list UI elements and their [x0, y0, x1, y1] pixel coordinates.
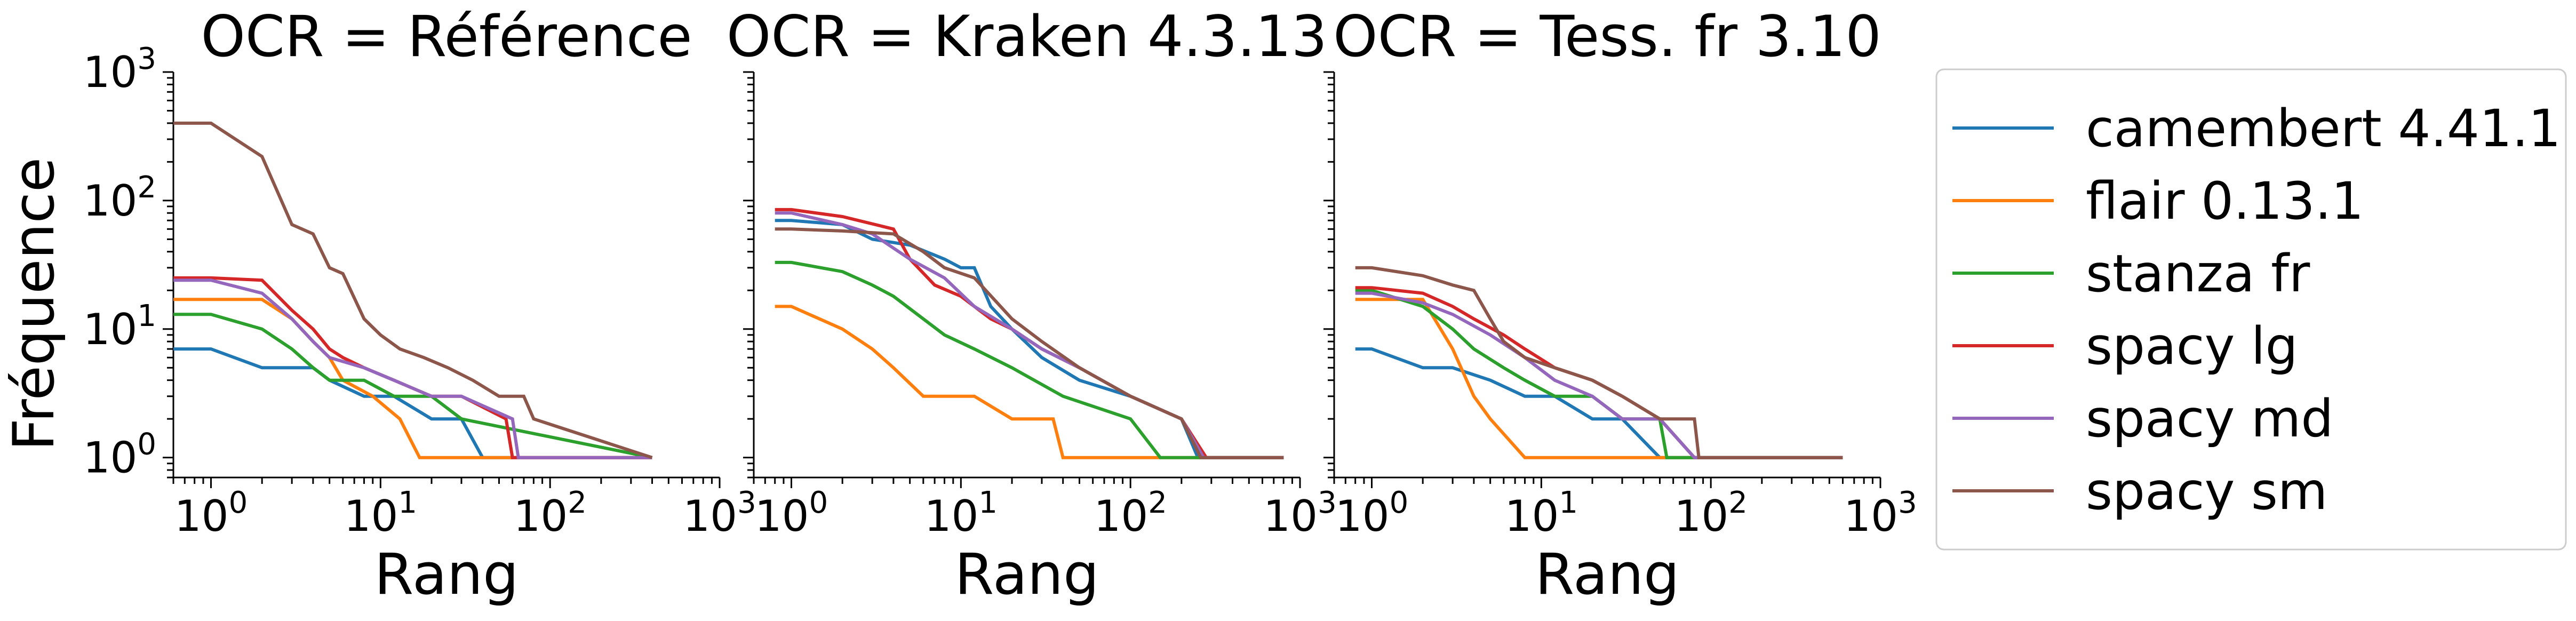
- y-tick-label: 103: [83, 42, 156, 97]
- panel-tesseract-xlabel: Rang: [1535, 542, 1680, 607]
- x-tick-label: 103: [1844, 485, 1917, 541]
- series-line-spacy-sm: [1355, 266, 1843, 459]
- legend-label-camembert-4-41-1: camembert 4.41.1: [2086, 99, 2561, 158]
- y-axis-label: Fréquence: [1, 157, 67, 451]
- panel-kraken-title: OCR = Kraken 4.3.13: [727, 4, 1327, 69]
- legend-label-spacy-sm: spacy sm: [2086, 461, 2327, 521]
- legend-label-spacy-md: spacy md: [2086, 389, 2333, 449]
- series-line-spacy-md: [1355, 291, 1843, 459]
- plot-area-1: 100 101 102 103: [743, 71, 1337, 541]
- series-line-spacy-md: [173, 278, 652, 459]
- panel-reference: OCR = Référence Rang: [201, 4, 692, 607]
- panel-tesseract: OCR = Tess. fr 3.10 Rang: [1333, 4, 1881, 607]
- y-tick-label: 102: [83, 170, 156, 226]
- legend-label-spacy-lg: spacy lg: [2086, 316, 2298, 376]
- x-tick-label: 101: [1505, 485, 1578, 541]
- x-tick-label: 102: [1094, 485, 1167, 541]
- y-tick-label: 100: [83, 427, 156, 483]
- series-line-stanza-fr: [173, 313, 653, 459]
- plot-area-0: 100 101 102 103 100 101 102 103: [83, 42, 756, 541]
- series-line-camembert-4-41-1: [173, 347, 652, 459]
- legend-items: camembert 4.41.1 flair 0.13.1 stanza fr spa…: [1952, 99, 2561, 521]
- x-tick-label: 102: [513, 485, 586, 541]
- series-line-flair-0-13-1: [775, 305, 1284, 459]
- legend-label-stanza-fr: stanza fr: [2086, 244, 2310, 304]
- x-tick-label: 100: [1335, 485, 1408, 541]
- series-line-camembert-4-41-1: [1355, 347, 1843, 459]
- legend-label-flair-0-13-1: flair 0.13.1: [2086, 171, 2364, 231]
- series-line-stanza-fr: [775, 260, 1284, 459]
- x-tick-label: 103: [1263, 485, 1336, 541]
- series-line-spacy-lg: [173, 276, 652, 459]
- x-tick-label: 100: [755, 485, 828, 541]
- series-line-spacy-sm: [173, 121, 653, 459]
- panel-reference-title: OCR = Référence: [201, 4, 692, 69]
- x-tick-label: 103: [683, 485, 756, 541]
- panel-kraken: OCR = Kraken 4.3.13 Rang: [727, 4, 1327, 607]
- x-tick-label: 101: [344, 485, 417, 541]
- series-line-stanza-fr: [1355, 289, 1843, 459]
- x-tick-label: 101: [924, 485, 998, 541]
- y-tick-label: 101: [83, 299, 156, 354]
- x-tick-label: 100: [174, 485, 248, 541]
- legend: camembert 4.41.1 flair 0.13.1 stanza fr spa…: [1935, 68, 2567, 551]
- series-line-spacy-lg: [1355, 286, 1843, 459]
- series-line-flair-0-13-1: [1355, 298, 1843, 459]
- panel-kraken-xlabel: Rang: [955, 542, 1099, 607]
- plot-area-2: 100 101 102 103: [1323, 71, 1917, 541]
- panel-tesseract-title: OCR = Tess. fr 3.10: [1333, 4, 1881, 69]
- x-tick-label: 102: [1674, 485, 1747, 541]
- panel-reference-xlabel: Rang: [374, 542, 519, 607]
- series-line-spacy-sm: [775, 227, 1284, 459]
- legend-frame: [1935, 68, 2567, 551]
